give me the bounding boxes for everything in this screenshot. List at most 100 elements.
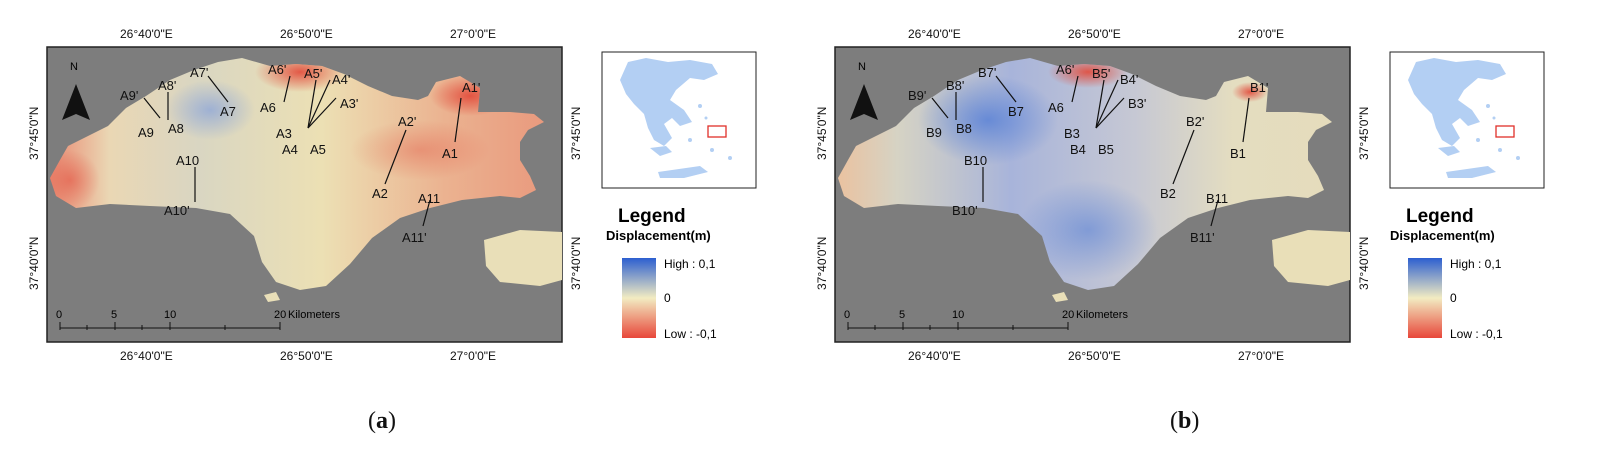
profile-label: A2': [398, 114, 416, 129]
profile-lines: [931, 75, 1250, 227]
left-tick: 37°40'0"N: [815, 237, 829, 290]
profile-label: A7: [220, 104, 236, 119]
profile-label: A4': [332, 72, 350, 87]
left-tick: 37°40'0"N: [27, 237, 41, 290]
profile-label: A6: [1048, 100, 1064, 115]
profile-label: B4': [1120, 72, 1138, 87]
profile-label: A9: [138, 125, 154, 140]
profile-label: B10': [952, 203, 978, 218]
profile-label: B10: [964, 153, 987, 168]
profile-label: A7': [190, 65, 208, 80]
bottom-tick: 26°50'0"E: [280, 349, 333, 363]
legend-mid: 0: [1450, 291, 1457, 305]
profile-label: B5': [1092, 66, 1110, 81]
scale-tick: 10: [164, 309, 176, 321]
profile-label: A11: [418, 191, 440, 206]
legend: Legend Displacement(m) High : 0,1 0 Low …: [606, 206, 717, 341]
profile-label: B1': [1250, 80, 1268, 95]
legend-low: Low : -0,1: [664, 327, 717, 341]
right-tick: 37°40'0"N: [1357, 237, 1371, 290]
profile-label: A1': [462, 80, 480, 95]
profile-label: A6': [268, 62, 286, 77]
inset-map: [1389, 51, 1545, 189]
legend-high: High : 0,1: [664, 257, 716, 271]
bottom-tick: 27°0'0"E: [1238, 349, 1284, 363]
profile-label: B2': [1186, 114, 1204, 129]
profile-label: B7: [1008, 104, 1024, 119]
profile-lines: [143, 75, 462, 227]
top-tick: 27°0'0"E: [1238, 27, 1284, 41]
caption-a: (a): [368, 408, 396, 434]
panel-b: B1' B1 B2' B2 B3' B3 B4' B4 B5' B5 A6' A…: [800, 0, 1600, 459]
profile-label: A11': [402, 230, 427, 245]
scale-tick: 20: [274, 309, 286, 321]
legend-title: Legend: [1406, 206, 1474, 227]
profile-label: B4: [1070, 142, 1086, 157]
profile-labels: A1' A1 A2' A2 A3' A3 A4' A4 A5' A5 A6' A…: [120, 62, 480, 245]
caption-b: (b): [1170, 408, 1200, 434]
profile-label: A8: [168, 121, 184, 136]
profile-label: A8': [158, 78, 176, 93]
profile-label: B9': [908, 88, 926, 103]
north-arrow-icon: N: [850, 61, 878, 120]
profile-label: B8': [946, 78, 964, 93]
profile-label: A4: [282, 142, 298, 157]
north-arrow-icon: N: [62, 61, 90, 120]
right-tick: 37°45'0"N: [569, 107, 583, 160]
caption-letter: a: [376, 408, 388, 434]
scale-tick: 10: [952, 309, 964, 321]
profile-label: B11: [1206, 191, 1228, 206]
scale-bar: 0 5 10 20 Kilometers: [56, 309, 340, 330]
profile-label: B3: [1064, 126, 1080, 141]
inset-map: [601, 51, 757, 189]
coord-ticks: 26°40'0"E 26°50'0"E 27°0'0"E 26°40'0"E 2…: [815, 27, 1371, 363]
legend-title: Legend: [618, 206, 686, 227]
right-tick: 37°40'0"N: [569, 237, 583, 290]
top-tick: 26°50'0"E: [1068, 27, 1121, 41]
panel-a: A1' A1 A2' A2 A3' A3 A4' A4 A5' A5 A6' A…: [0, 0, 800, 459]
island-east: [1272, 230, 1350, 286]
profile-label: B11': [1190, 230, 1215, 245]
legend-colorbar: [622, 258, 656, 338]
top-tick: 26°40'0"E: [120, 27, 173, 41]
scale-tick: 0: [56, 309, 62, 321]
profile-label: B2: [1160, 186, 1176, 201]
legend-mid: 0: [664, 291, 671, 305]
profile-labels: B1' B1 B2' B2 B3' B3 B4' B4 B5' B5 A6' A…: [908, 62, 1268, 245]
legend-low: Low : -0,1: [1450, 327, 1503, 341]
profile-label: B8: [956, 121, 972, 136]
profile-label: A3: [276, 126, 292, 141]
profile-label: A6': [1056, 62, 1074, 77]
legend-subtitle: Displacement(m): [606, 228, 711, 243]
scale-bar: 0 5 10 20 Kilometers: [844, 309, 1128, 330]
profile-label: A5: [310, 142, 326, 157]
legend-high: High : 0,1: [1450, 257, 1502, 271]
profile-label: B7': [978, 65, 996, 80]
profile-label: A2: [372, 186, 388, 201]
bottom-tick: 26°50'0"E: [1068, 349, 1121, 363]
top-tick: 26°40'0"E: [908, 27, 961, 41]
scale-tick: 5: [899, 309, 905, 321]
top-tick: 27°0'0"E: [450, 27, 496, 41]
scale-tick: 0: [844, 309, 850, 321]
profile-label: A6: [260, 100, 276, 115]
profile-label: A5': [304, 66, 322, 81]
map-figure-b: B1' B1 B2' B2 B3' B3 B4' B4 B5' B5 A6' A…: [815, 27, 1545, 363]
profile-label: B3': [1128, 96, 1146, 111]
scale-unit: Kilometers: [1076, 309, 1128, 321]
island-samos: [838, 58, 1332, 290]
profile-label: B9: [926, 125, 942, 140]
profile-label: A3': [340, 96, 358, 111]
scale-unit: Kilometers: [288, 309, 340, 321]
caption-letter: b: [1178, 408, 1192, 434]
left-tick: 37°45'0"N: [815, 107, 829, 160]
profile-label: A10: [176, 153, 199, 168]
scale-tick: 5: [111, 309, 117, 321]
islet: [1052, 292, 1068, 302]
legend-subtitle: Displacement(m): [1390, 228, 1495, 243]
top-tick: 26°50'0"E: [280, 27, 333, 41]
profile-label: B1: [1230, 146, 1246, 161]
profile-label: A9': [120, 88, 138, 103]
north-label: N: [70, 61, 78, 73]
island-east: [484, 230, 562, 286]
